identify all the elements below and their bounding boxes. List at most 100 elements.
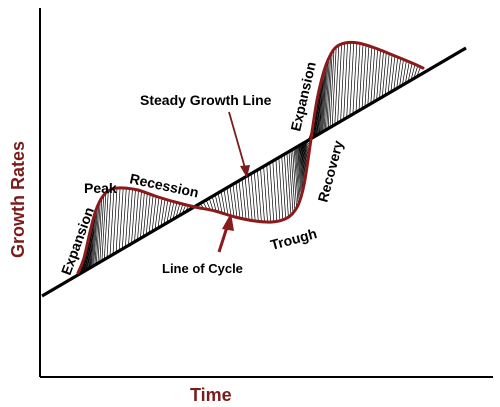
hatch-line <box>300 144 306 182</box>
hatch-line <box>125 188 130 248</box>
hatch-line <box>154 197 160 230</box>
hatch-line <box>322 62 328 132</box>
hatch-line <box>288 151 294 214</box>
hatch-line <box>140 192 145 239</box>
hatch-line <box>373 48 379 103</box>
hatch-line <box>346 42 352 118</box>
y-axis-title: Growth Rates <box>8 141 28 258</box>
hatch-line <box>295 147 301 200</box>
hatch-line <box>298 145 304 191</box>
hatch-line <box>217 192 223 214</box>
hatch-line <box>151 196 157 232</box>
peak-label: Peak <box>84 180 117 196</box>
hatch-line <box>118 187 124 251</box>
hatch-line <box>321 65 327 133</box>
hatch-line <box>275 159 281 221</box>
hatch-line <box>163 199 169 225</box>
hatch-line <box>387 54 393 94</box>
hatch-line <box>145 194 151 236</box>
hatch-line <box>320 68 326 133</box>
hatch-line <box>384 53 390 96</box>
hatch-line <box>106 189 112 259</box>
trough-label: Trough <box>269 225 319 253</box>
hatch-line <box>121 188 127 250</box>
hatch-line <box>278 157 284 220</box>
hatch-line <box>329 49 335 128</box>
hatch-line <box>284 154 289 218</box>
hatch-line <box>367 46 373 106</box>
hatch-line <box>319 71 325 134</box>
hatch-line <box>299 145 304 188</box>
hatch-line <box>166 200 172 223</box>
hatch-line <box>296 146 302 197</box>
hatch-line <box>323 59 329 132</box>
hatch-line <box>157 198 163 229</box>
hatch-line <box>407 63 413 82</box>
steady-growth-arrowhead <box>240 165 250 178</box>
hatch-line <box>340 43 345 122</box>
hatch-line <box>293 148 299 206</box>
hatch-line <box>410 64 416 81</box>
cycle-line <box>76 40 425 275</box>
hatch-line <box>381 52 387 97</box>
hatch-line <box>226 187 232 216</box>
hatch-line <box>175 203 181 218</box>
line-of-cycle-label: Line of Cycle <box>162 261 243 276</box>
steady-growth-line <box>41 46 467 298</box>
hatch-line <box>364 45 370 108</box>
hatch-line <box>205 199 211 211</box>
hatch-line <box>266 164 272 223</box>
hatch-line <box>134 190 139 242</box>
hatch-line <box>101 192 107 262</box>
x-axis-title: Time <box>190 385 232 405</box>
hatch-line <box>115 187 121 253</box>
hatch-line <box>294 147 300 203</box>
hatch-line <box>318 74 324 135</box>
hatch-line <box>137 190 142 241</box>
hatch-line <box>390 55 396 92</box>
hatch-line <box>103 190 109 260</box>
steady-growth-pointer <box>228 111 246 169</box>
steady-growth-label: Steady Growth Line <box>140 92 272 108</box>
hatch-line <box>379 51 384 99</box>
hatch-line <box>214 194 220 213</box>
hatch-line <box>263 166 268 223</box>
hatch-line <box>272 160 278 222</box>
hatch-line <box>91 211 96 268</box>
hatch-line <box>93 205 98 266</box>
hatch-line <box>349 42 355 116</box>
hatch-line <box>90 214 95 268</box>
hatch-line <box>297 146 303 194</box>
hatch-line <box>253 171 259 222</box>
hatch-line <box>95 200 101 265</box>
hatch-line <box>260 168 265 222</box>
hatch-line <box>292 149 297 209</box>
hatch-line <box>109 188 115 257</box>
hatch-line <box>208 198 214 211</box>
hatch-line <box>370 47 376 104</box>
hatch-line <box>326 54 332 130</box>
hatch-shading <box>74 42 421 278</box>
hatch-line <box>399 59 404 87</box>
hatch-line <box>250 173 256 222</box>
hatch-line <box>290 150 296 211</box>
hatch-line <box>220 191 226 215</box>
recession-label: Recession <box>128 170 200 200</box>
hatch-line <box>393 57 399 91</box>
hatch-line <box>169 201 175 222</box>
hatch-line <box>404 61 410 84</box>
hatch-line <box>317 77 323 135</box>
hatch-line <box>269 162 275 222</box>
hatch-line <box>257 169 262 222</box>
hatch-line <box>376 50 381 101</box>
hatch-line <box>352 42 358 115</box>
hatch-line <box>327 51 333 129</box>
hatch-line <box>402 60 407 86</box>
hatch-line <box>211 196 217 212</box>
hatch-line <box>358 44 364 111</box>
hatch-line <box>247 175 253 221</box>
hatch-line <box>160 199 166 227</box>
hatch-line <box>148 195 154 234</box>
hatch-line <box>223 189 229 216</box>
hatch-line <box>334 45 340 125</box>
